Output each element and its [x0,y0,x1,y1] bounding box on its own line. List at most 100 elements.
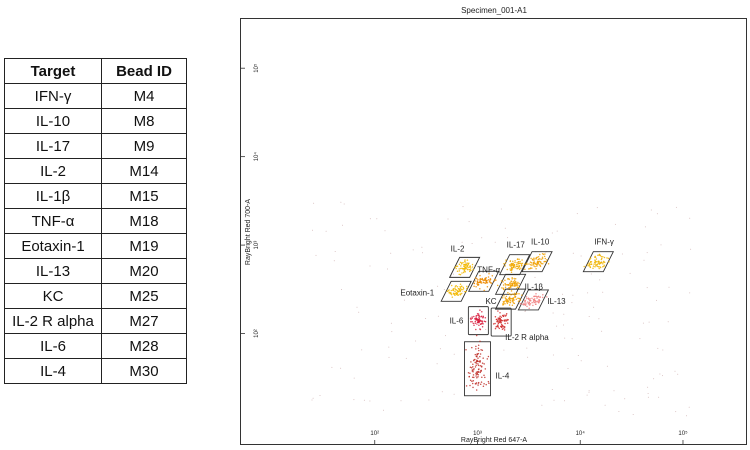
population-dot [464,270,467,273]
population-dot [512,297,515,299]
table-cell-bead-id: M4 [101,83,187,109]
population-dot [446,290,449,293]
population-dot [476,313,479,315]
population-dot [526,263,528,266]
population-dot [456,270,459,273]
population-dot [543,260,545,263]
population-dot [505,312,508,315]
population-dot [484,376,486,379]
population-dot [475,285,477,288]
population-dot [603,256,606,259]
population-dot [510,293,512,296]
population-dot [509,268,511,270]
population-dot [472,363,474,365]
population-dot [479,309,481,311]
population-dot [602,263,604,265]
background-event-dot [563,313,565,315]
population-dot [529,267,532,269]
background-event-dot [441,391,443,393]
background-event-dot [340,367,342,369]
population-dot [488,273,490,275]
population-dot [502,281,504,283]
population-dot [471,380,473,382]
population-dot [593,263,595,265]
population-dot [516,265,519,267]
background-event-dot [369,265,371,267]
population-dot [589,263,591,265]
gate-9 [467,306,489,336]
population-dot [469,317,472,319]
population-dot [544,253,546,255]
x-tick-label: 10² [370,431,379,437]
background-event-dot [312,397,314,399]
population-dot [534,303,537,306]
population-dot [469,366,472,368]
population-dot [454,290,456,293]
population-dot [481,349,484,352]
population-dot [508,304,511,306]
population-dot [503,314,505,316]
background-event-dot [507,237,509,239]
population-dot [511,276,513,279]
population-dot [500,323,503,326]
population-dot [510,269,513,272]
population-dot [540,258,542,261]
background-event-dot [667,321,669,323]
population-dot [478,324,480,327]
population-dot [465,385,468,387]
population-dot [459,283,462,286]
population-dot [526,297,528,300]
table-cell-target: IL-2 R alpha [4,308,102,334]
population-dot [518,282,520,285]
background-event-dot [556,230,558,232]
gate-7 [494,288,527,310]
population-label: Eotaxin-1 [400,288,434,297]
population-dot [588,264,591,267]
population-dot [588,262,590,264]
background-event-dot [358,311,360,313]
population-dot [532,262,535,264]
population-dot [536,265,538,267]
population-dot [476,318,478,321]
population-dot [506,299,508,301]
table-cell-bead-id: M28 [101,333,187,359]
population-dot [460,265,462,267]
population-dot [521,262,524,265]
population-dot [511,297,513,300]
population-dot [513,299,515,301]
background-event-dot [647,386,649,388]
population-dot [496,321,499,323]
background-event-dot [340,201,342,203]
population-dot [481,326,484,328]
population-dot [470,361,472,363]
population-dot [512,266,515,268]
population-dot [518,268,521,271]
population-dot [477,363,479,365]
population-dot [483,281,485,284]
population-dot [532,304,534,307]
population-dot [479,353,482,355]
table-cell-bead-id: M15 [101,183,187,209]
population-dot [511,278,513,280]
population-dot [528,263,530,265]
population-dot [479,279,481,282]
table-cell-bead-id: M25 [101,283,187,309]
population-dot [526,262,528,265]
population-dot [450,293,453,296]
population-dot [509,269,512,272]
population-dot [525,302,527,304]
population-dot [519,298,521,300]
gate-8 [517,289,550,311]
population-dot [517,261,520,263]
population-dot [525,296,528,298]
background-event-dot [405,357,407,359]
population-dot [539,296,542,298]
population-dot [468,270,471,273]
background-event-dot [524,310,526,312]
population-dot [528,268,530,270]
population-dot [594,256,597,259]
background-event-dot [576,213,578,215]
background-event-dot [647,396,649,398]
background-event-dot [445,335,446,337]
population-dot [476,277,478,280]
